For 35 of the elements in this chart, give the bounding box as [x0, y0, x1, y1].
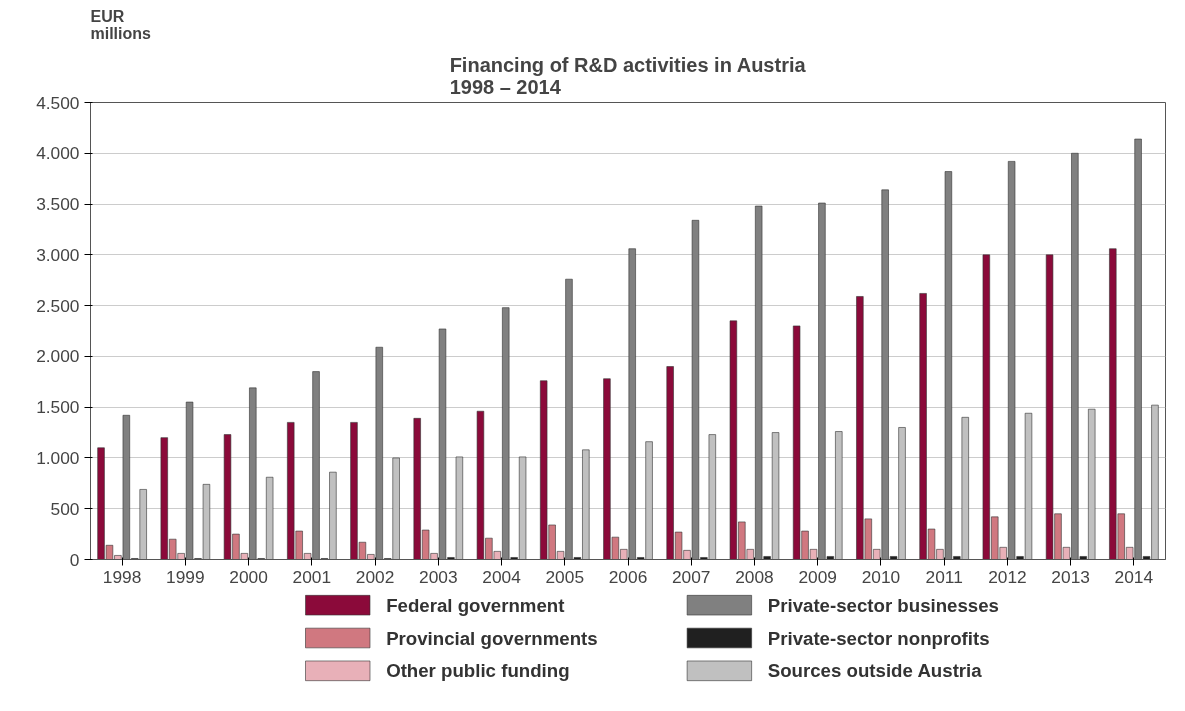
x-tick-label: 2001	[292, 566, 332, 587]
x-tick-label: 1998	[102, 566, 142, 587]
y-tick-label: 3.000	[36, 244, 80, 265]
y-tick-label: 1.500	[36, 397, 80, 418]
legend-label: Provincial governments	[386, 627, 598, 649]
x-tick-label: 2004	[482, 566, 522, 587]
legend-label: Federal government	[386, 594, 565, 616]
x-tick-label: 2013	[1051, 566, 1090, 587]
legend-label: Private-sector nonprofits	[767, 627, 990, 649]
y-tick-label: 3.500	[36, 194, 80, 215]
legend-label: Private-sector businesses	[767, 594, 999, 616]
y-tick-label: 4.000	[36, 143, 80, 164]
x-tick-label: 1999	[166, 566, 205, 587]
y-tick-label: 0	[69, 549, 80, 570]
x-tick-label: 2006	[608, 566, 648, 587]
x-tick-label: 2000	[229, 566, 268, 587]
y-tick-label: 2.000	[36, 346, 80, 367]
x-tick-label: 2014	[1114, 566, 1154, 587]
y-tick-label: 1.000	[36, 447, 80, 468]
y-axis-title: EUR millions	[90, 7, 152, 42]
x-tick-label: 2012	[988, 566, 1027, 587]
legend-label: Sources outside Austria	[767, 660, 983, 682]
x-tick-label: 2003	[419, 566, 458, 587]
legend-label: Other public funding	[386, 660, 570, 682]
y-tick-label: 500	[50, 498, 80, 519]
y-tick-label: 4.500	[36, 92, 80, 113]
x-tick-label: 2002	[355, 566, 395, 587]
x-tick-label: 2011	[925, 566, 963, 587]
x-tick-label: 2007	[671, 566, 711, 587]
x-tick-label: 2009	[798, 566, 837, 587]
x-tick-label: 2010	[861, 566, 901, 587]
chart-title: Financing of R&D activities in Austria 1998 – 2014	[449, 53, 807, 98]
y-tick-label: 2.500	[36, 295, 80, 316]
x-tick-label: 2005	[545, 566, 585, 587]
x-tick-label: 2008	[735, 566, 774, 587]
